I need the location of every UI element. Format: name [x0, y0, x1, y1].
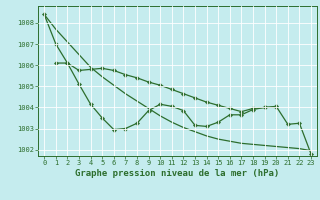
- X-axis label: Graphe pression niveau de la mer (hPa): Graphe pression niveau de la mer (hPa): [76, 169, 280, 178]
